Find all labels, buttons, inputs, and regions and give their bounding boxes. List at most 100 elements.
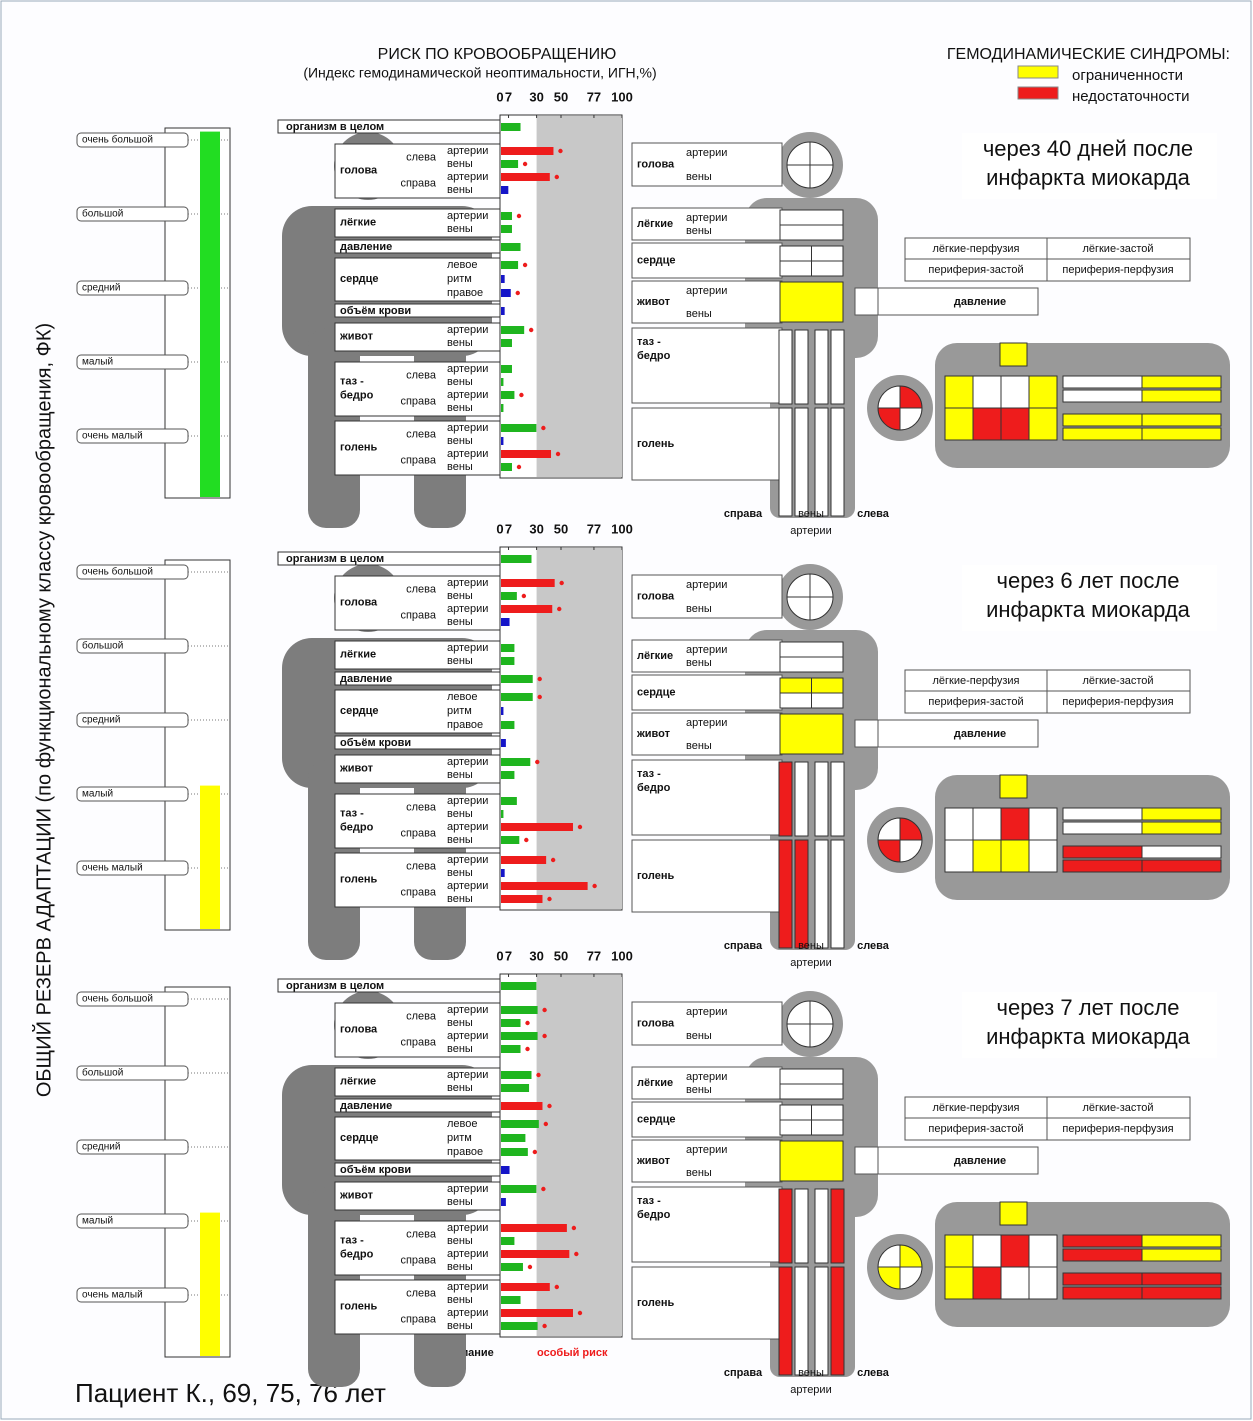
attention-dot	[547, 896, 552, 902]
risk-bar	[501, 882, 588, 890]
side-label: справа	[400, 1313, 436, 1325]
vessel-label: артерии	[447, 448, 488, 460]
organ-label: организм в целом	[286, 553, 384, 565]
side-label: справа	[400, 395, 436, 407]
row-box	[334, 361, 501, 417]
organ-label: лёгкие	[637, 650, 673, 662]
risk-bar	[501, 1032, 538, 1040]
organ-box	[631, 1139, 783, 1183]
organ-label: сердце	[637, 254, 676, 266]
side-label: слева	[406, 1010, 437, 1022]
organ-box	[631, 407, 783, 481]
risk-bar	[501, 1084, 530, 1092]
risk-bar	[501, 823, 573, 831]
row-box	[334, 322, 501, 352]
pie-quadrant	[899, 817, 923, 841]
side-label: справа	[400, 177, 436, 189]
row-box	[334, 1279, 501, 1335]
limb-cell	[1141, 807, 1222, 821]
x-tick-label: 7	[505, 948, 512, 963]
organ-label: лёгкие	[340, 1075, 376, 1087]
x-tick-label: 0	[496, 948, 503, 963]
pressure-cell	[854, 287, 879, 316]
row-box	[334, 689, 501, 734]
vessel-label: артерии	[447, 1281, 488, 1293]
vessel-label: вены	[447, 337, 473, 349]
risk-bar	[501, 1198, 506, 1206]
x-tick-label: 100	[611, 89, 633, 104]
attention-dot	[515, 290, 520, 296]
organ-label: голова	[637, 158, 675, 170]
risk-bar	[501, 1237, 515, 1245]
trunk-cell	[972, 375, 1002, 409]
heart-cell	[779, 692, 812, 709]
vessel-label: артерии	[686, 644, 727, 656]
vessel-label: вены	[447, 616, 473, 628]
lungs-cell	[779, 1068, 844, 1085]
attention-dot	[559, 580, 564, 586]
reserve-fill	[200, 131, 220, 497]
risk-bar	[501, 771, 515, 779]
vessel-label: артерии	[447, 389, 488, 401]
panel-title: через 6 лет после	[997, 568, 1180, 593]
attention-dot	[555, 451, 561, 457]
lungs-cell	[779, 641, 844, 658]
body-right: справа	[724, 940, 763, 952]
row-box	[277, 978, 501, 993]
heart-cell	[779, 260, 812, 277]
level-label: малый	[82, 789, 113, 800]
risk-bar	[501, 836, 520, 844]
organ-label: давление	[340, 1100, 392, 1112]
pie-quadrant	[877, 1266, 901, 1290]
trunk-cell	[972, 839, 1002, 873]
attention-dot	[524, 837, 529, 843]
row-box	[334, 420, 501, 476]
x-tick-label: 7	[505, 521, 512, 536]
vessel-label: вены	[447, 376, 473, 388]
organ-label: сердце	[340, 705, 379, 717]
vessel-label: артерии	[686, 1006, 727, 1018]
pressure-box	[877, 287, 1039, 316]
risk-bar	[501, 618, 510, 626]
legend-label: ограниченности	[1072, 67, 1183, 84]
organ-label: таз -	[637, 768, 661, 780]
level-label: очень малый	[82, 863, 143, 874]
organ-label: бедро	[340, 389, 374, 401]
organ-label: живот	[339, 762, 374, 774]
limb-cell	[1141, 859, 1222, 873]
organ-label: бедро	[637, 1209, 671, 1221]
organ-label: голень	[637, 438, 674, 450]
vessel-label: артерии	[447, 577, 488, 589]
shin-strip	[794, 839, 809, 949]
pie-quadrant	[877, 817, 901, 841]
syndrome-label: лёгкие-застой	[1082, 675, 1153, 687]
vessel-label: артерии	[447, 756, 488, 768]
risk-bar	[501, 424, 537, 432]
vessel-label: вены	[447, 1017, 473, 1029]
row-box	[334, 1220, 501, 1276]
limb-cell	[1062, 859, 1143, 873]
attention-dot	[528, 327, 534, 333]
attention-dot	[522, 161, 528, 167]
vessel-label: артерии	[447, 642, 488, 654]
x-tick-label: 7	[505, 89, 512, 104]
vessel-label: вены	[447, 1235, 473, 1247]
attention-dot	[557, 606, 562, 612]
attention-dot	[527, 1264, 533, 1270]
syndrome-label: лёгкие-застой	[1082, 243, 1153, 255]
risk-bar	[501, 1045, 521, 1053]
attention-dot	[577, 1310, 583, 1316]
body-arteries: артерии	[790, 957, 831, 969]
organ-label: живот	[636, 296, 671, 308]
vessel-label: артерии	[686, 717, 727, 729]
vessel-label: вены	[447, 893, 473, 905]
vessel-label: артерии	[686, 212, 727, 224]
attention-dot	[525, 1020, 530, 1026]
vessel-label: вены	[447, 769, 473, 781]
organ-label: давление	[340, 673, 392, 685]
attention-dot	[547, 1103, 552, 1109]
top-cell	[999, 774, 1028, 799]
attention-dot	[541, 1186, 546, 1192]
limb-cell	[1062, 1286, 1143, 1300]
organ-label: живот	[339, 1189, 374, 1201]
